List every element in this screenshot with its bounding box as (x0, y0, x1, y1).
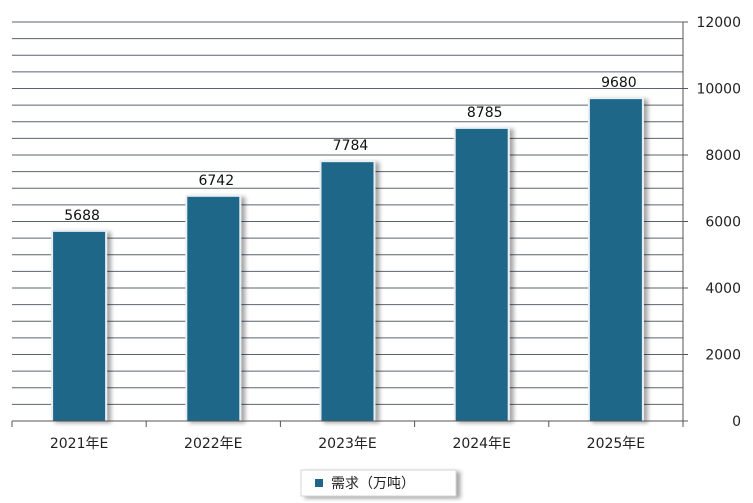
data-label: 8785 (467, 105, 503, 121)
bar (321, 162, 374, 421)
legend-label: 需求（万吨） (331, 476, 415, 492)
bar (455, 128, 508, 421)
y-tick-label: 4000 (705, 281, 741, 297)
x-tick-label: 2023年E (318, 436, 376, 452)
data-label: 5688 (64, 208, 100, 224)
y-tick-label: 2000 (705, 348, 741, 364)
legend-box (300, 469, 457, 497)
data-label: 7784 (333, 138, 369, 154)
data-labels: 5688 6742 7784 8785 9680 (64, 75, 636, 224)
bar (589, 99, 642, 421)
x-tick-label: 2021年E (50, 436, 108, 452)
y-tick-label: 6000 (705, 215, 741, 231)
x-tick-label: 2025年E (587, 436, 645, 452)
bar (187, 196, 240, 421)
x-tick-label: 2022年E (184, 436, 242, 452)
y-tick-label: 0 (732, 414, 741, 430)
axes: 0 2000 4000 6000 8000 10000 12000 2021年E 2022年E 2… (11, 15, 741, 452)
data-label: 9680 (601, 75, 637, 91)
data-label: 6742 (198, 173, 234, 189)
bars (51, 97, 644, 422)
x-tick-label: 2024年E (452, 436, 510, 452)
legend: 需求（万吨） (300, 469, 457, 497)
y-tick-label: 8000 (705, 148, 741, 164)
bar (53, 231, 106, 421)
y-tick-label: 12000 (696, 15, 741, 31)
y-tick-label: 10000 (696, 82, 741, 98)
legend-marker (315, 479, 323, 487)
